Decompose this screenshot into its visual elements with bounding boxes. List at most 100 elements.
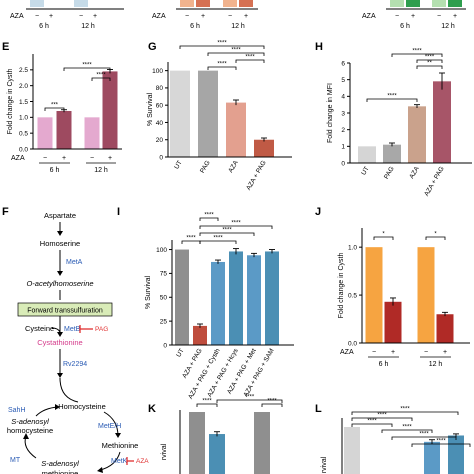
significance-label: ****	[217, 41, 227, 47]
significance-bracket	[196, 403, 218, 407]
significance-label: ****	[96, 73, 106, 79]
x-group-label: 6 h	[379, 361, 389, 368]
chart-h: 0 1 2 3 4 5 6 Fold change in MFI UT PAG AZA AZA + P…	[327, 49, 472, 198]
x-row-label: AZA	[340, 349, 354, 356]
significance-label: ****	[377, 413, 387, 419]
significance-label: ****	[402, 425, 412, 431]
significance-label: ****	[222, 228, 232, 234]
x-tick-label: AZA	[408, 165, 421, 180]
significance-bracket	[373, 236, 394, 240]
inhibitor-pag: PAG	[95, 326, 108, 333]
panel-letter-g: G	[148, 41, 157, 53]
significance-bracket	[199, 240, 237, 244]
enzyme-sahh: SahH	[8, 407, 26, 414]
bar	[417, 247, 435, 343]
bar	[436, 314, 454, 343]
bar	[170, 70, 190, 157]
panel-letter-j: J	[315, 206, 321, 218]
bar	[448, 435, 464, 474]
top-sign: +	[411, 13, 415, 20]
significance-label: ****	[204, 213, 214, 219]
forward-transsulfuration-label: Forward transsulfuration	[27, 308, 103, 315]
top-bar	[406, 0, 420, 7]
node-sam-line1: S-adenosyl	[41, 459, 79, 468]
significance-label: ****	[412, 49, 422, 55]
significance-label: ****	[419, 432, 429, 438]
top-bar	[390, 0, 404, 7]
y-tick-label: 0	[341, 160, 345, 167]
y-tick-label: 6	[341, 60, 345, 67]
y-tick-label: 0	[163, 342, 167, 349]
top-strip: AZA − + − + 6 h 12 h AZA − + − + 6 h 12 …	[10, 0, 466, 30]
y-tick-label: 0.0	[19, 146, 28, 153]
bar	[247, 255, 261, 345]
panel-letter-h: H	[315, 41, 323, 53]
significance-bracket	[416, 59, 443, 63]
x-tick-label: UT	[175, 347, 185, 358]
significance-label: ****	[82, 63, 92, 69]
y-tick-label: 40	[156, 120, 164, 127]
significance-bracket	[411, 443, 471, 447]
node-oacetylhomoserine: O-acetylhomoserine	[26, 279, 93, 288]
significance-bracket	[179, 45, 265, 49]
y-tick-label: 25	[160, 318, 168, 325]
x-tick-label: AZA	[227, 159, 240, 174]
significance-bracket	[207, 52, 265, 56]
bar	[37, 117, 53, 149]
node-aspartate: Aspartate	[44, 211, 76, 220]
panel-letter-e: E	[2, 41, 9, 53]
bar	[175, 249, 189, 345]
top-bar	[448, 0, 462, 7]
y-tick-label: 0.5	[348, 292, 357, 299]
x-tick-label: PAG	[199, 160, 212, 175]
top-aza-label: AZA	[152, 13, 166, 20]
y-axis-label: % Survival	[147, 93, 154, 127]
significance-bracket	[63, 67, 111, 71]
node-homocysteine: Homocysteine	[58, 402, 106, 411]
y-tick-label: 4	[341, 94, 345, 101]
significance-bracket	[425, 236, 446, 240]
x-tick-label: UT	[360, 165, 370, 176]
significance-label: ****	[213, 236, 223, 242]
x-sign-label: −	[424, 349, 428, 356]
significance-label: *	[382, 232, 385, 238]
bar	[193, 325, 207, 345]
bar	[254, 139, 274, 157]
top-time-label: 12 h	[81, 23, 95, 30]
node-sah-line1: S-adenosyl	[11, 417, 49, 426]
significance-bracket	[199, 232, 255, 236]
x-sign-label: −	[90, 155, 94, 162]
bar	[254, 412, 270, 474]
x-sign-label: +	[62, 155, 66, 162]
y-tick-label: 1.0	[19, 115, 28, 122]
y-tick-label: 60	[156, 102, 164, 109]
y-tick-label: 75	[160, 271, 168, 278]
top-time-label: 6 h	[39, 23, 49, 30]
enzyme-meteh: MetE/H	[98, 423, 121, 430]
top-strip-right: AZA − + − + 6 h 12 h	[362, 0, 466, 30]
top-sign: +	[49, 13, 53, 20]
y-tick-label: 2.0	[19, 83, 28, 90]
top-bar	[239, 0, 253, 7]
significance-label: ****	[231, 221, 241, 227]
significance-bracket	[91, 77, 111, 81]
forward-transsulfuration-box	[17, 302, 113, 317]
y-tick-label: 100	[152, 68, 163, 75]
top-time-label: 6 h	[400, 23, 410, 30]
bar	[383, 144, 401, 163]
significance-label: ****	[186, 236, 196, 242]
bar	[384, 301, 402, 343]
node-sah-line2: homocysteine	[7, 426, 53, 435]
y-tick-label: 0.0	[348, 340, 357, 347]
y-tick-label: 0	[159, 154, 163, 161]
node-cystathionine: Cystathionine	[37, 338, 82, 347]
bar	[189, 412, 205, 474]
top-sign: −	[79, 13, 83, 20]
y-tick-label: 3	[341, 110, 345, 117]
top-bar	[196, 0, 210, 7]
significance-label: ****	[267, 399, 277, 405]
top-aza-label: AZA	[10, 13, 24, 20]
